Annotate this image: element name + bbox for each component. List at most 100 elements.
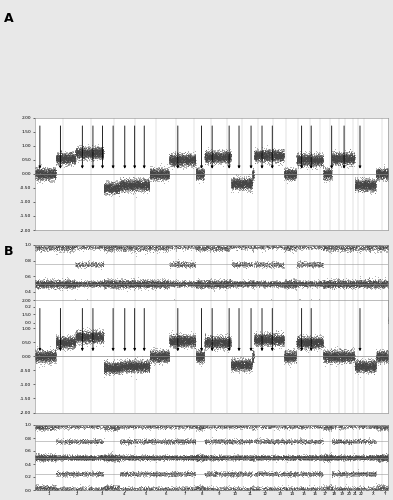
Point [330,152,336,160]
Point [43,176,49,184]
Point [259,332,265,340]
Point [161,452,167,460]
Point [156,282,162,290]
Point [372,180,378,188]
Point [184,282,190,290]
Point [60,155,66,163]
Point [320,276,326,284]
Point [51,168,57,176]
Point [342,454,348,462]
Point [240,361,246,369]
Point [176,154,183,162]
Point [217,150,224,158]
Point [131,178,137,186]
Point [128,438,134,446]
Point [340,152,346,160]
Point [56,437,62,445]
Point [302,468,308,476]
Point [316,470,323,478]
Point [112,364,119,372]
Point [66,452,73,460]
Point [299,452,305,460]
Point [382,174,388,182]
Point [355,360,361,368]
Point [385,352,391,360]
Point [116,244,123,252]
Point [223,156,229,164]
Point [338,422,344,430]
Point [249,425,255,433]
Point [68,158,75,166]
Point [278,336,285,344]
Point [163,246,169,254]
Point [45,424,51,432]
Point [380,282,386,290]
Point [383,165,389,173]
Point [224,152,230,160]
Point [253,314,259,322]
Point [73,452,79,460]
Point [236,278,242,286]
Point [104,186,110,194]
Point [68,424,75,432]
Point [252,338,258,345]
Point [241,454,247,462]
Point [378,169,384,177]
Point [222,452,228,460]
Point [340,454,346,462]
Point [278,452,284,460]
Point [243,182,249,190]
Point [171,280,177,287]
Point [303,242,309,250]
Point [102,421,108,429]
Point [55,152,61,160]
Point [143,246,149,254]
Point [164,172,171,180]
Point [169,154,175,162]
Point [176,158,182,166]
Point [132,242,139,250]
Point [268,242,274,250]
Point [143,186,149,194]
Point [176,154,182,162]
Point [295,301,301,309]
Point [141,181,147,189]
Point [80,454,86,462]
Point [380,173,386,181]
Point [298,158,304,166]
Point [317,282,323,290]
Point [252,336,259,344]
Point [195,358,202,366]
Point [188,298,194,306]
Point [179,424,185,432]
Point [300,156,306,164]
Point [192,156,198,164]
Point [187,471,193,479]
Point [56,453,62,461]
Point [367,314,373,322]
Point [44,170,51,177]
Point [68,422,74,430]
Point [299,300,305,308]
Point [363,281,369,289]
Point [252,152,258,160]
Point [314,152,321,160]
Point [83,469,89,477]
Point [224,316,230,324]
Point [265,421,272,429]
Point [110,454,116,462]
Point [220,150,226,158]
Point [43,276,50,284]
Point [131,278,137,286]
Point [290,351,297,359]
Point [102,454,108,462]
Point [334,354,340,362]
Point [336,439,342,447]
Point [246,186,252,194]
Point [285,173,292,181]
Point [303,153,310,161]
Point [186,452,192,460]
Point [215,281,221,289]
Point [320,242,327,250]
Point [162,423,168,431]
